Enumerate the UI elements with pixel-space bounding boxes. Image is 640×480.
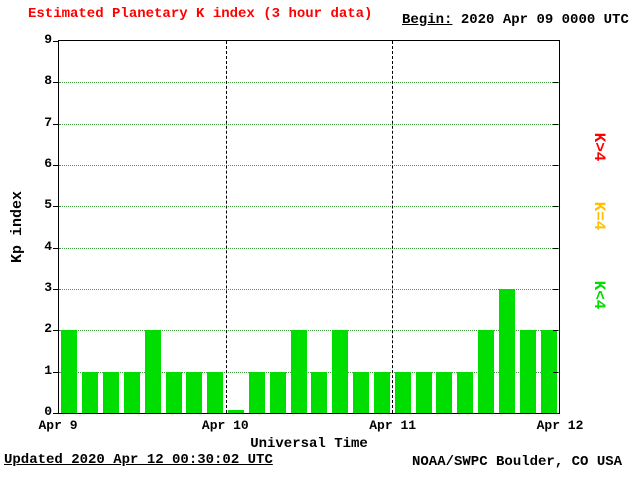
kp-bar — [540, 330, 557, 413]
kp-bar — [519, 330, 536, 413]
kp-bar — [269, 371, 286, 413]
x-tick-label: Apr 11 — [369, 418, 417, 433]
kp-bar — [207, 371, 224, 413]
y-tick-right — [553, 82, 558, 84]
kp-bar — [498, 289, 515, 413]
kp-bar — [394, 371, 411, 413]
gridline-kp-4 — [59, 247, 559, 249]
kp-bar — [415, 371, 432, 413]
x-tick-label: Apr 10 — [201, 418, 249, 433]
gridline-kp-1 — [59, 371, 559, 373]
y-tick-left — [53, 247, 58, 249]
y-tick-left — [53, 206, 58, 208]
x-tick-label: Apr 12 — [536, 418, 584, 433]
y-axis-title: Kp index — [8, 190, 26, 264]
kp-bar — [311, 371, 328, 413]
kp-bar — [373, 371, 390, 413]
kp-bar — [103, 371, 120, 413]
kp-bar — [478, 330, 495, 413]
y-tick-left — [53, 123, 58, 125]
day-divider — [225, 41, 227, 413]
y-tick-label: 9 — [44, 32, 52, 47]
begin-value: 2020 Apr 09 0000 UTC — [460, 12, 629, 28]
y-tick-right — [553, 165, 558, 166]
kp-bar — [353, 371, 370, 413]
plot-area — [58, 40, 560, 414]
y-tick-right — [553, 247, 558, 249]
updated-timestamp: Updated 2020 Apr 12 00:30:02 UTC — [4, 452, 273, 468]
y-tick-label: 1 — [44, 362, 52, 378]
x-tick-label: Apr 9 — [38, 418, 78, 433]
y-tick-label: 0 — [44, 404, 52, 419]
legend-k-lt-4: K<4 — [589, 280, 608, 310]
kp-bar — [144, 330, 161, 413]
kp-bar — [332, 330, 349, 413]
kp-bar — [165, 371, 182, 413]
y-tick-label: 2 — [44, 321, 52, 337]
y-tick-right — [553, 289, 558, 290]
y-tick-right — [553, 371, 558, 373]
y-tick-left — [53, 413, 58, 414]
gridline-kp-5 — [59, 206, 559, 208]
begin-label: Begin: — [402, 12, 453, 28]
kp-bar — [123, 371, 140, 413]
x-axis-title: Universal Time — [250, 436, 368, 452]
y-tick-left — [53, 371, 58, 373]
y-tick-right — [553, 206, 558, 208]
kp-bar — [457, 371, 474, 413]
gridline-kp-6 — [59, 165, 559, 166]
gridline-kp-8 — [59, 82, 559, 84]
kp-bar — [186, 371, 203, 413]
y-tick-label: 6 — [44, 156, 52, 171]
y-tick-left — [53, 82, 58, 84]
gridline-kp-2 — [59, 330, 559, 332]
chart-title: Estimated Planetary K index (3 hour data… — [28, 6, 373, 22]
source-credit: NOAA/SWPC Boulder, CO USA — [412, 454, 623, 470]
day-divider — [392, 41, 394, 413]
kp-bar — [290, 330, 307, 413]
y-tick-left — [53, 330, 58, 332]
kp-bar — [228, 410, 245, 413]
y-tick-label: 5 — [44, 197, 52, 213]
legend-k-eq-4: K=4 — [589, 201, 608, 231]
kp-bar — [61, 330, 78, 413]
kp-bar — [248, 371, 265, 413]
y-tick-right — [553, 123, 558, 125]
y-tick-right — [553, 330, 558, 332]
y-tick-label: 8 — [44, 73, 52, 89]
y-tick-label: 7 — [44, 114, 52, 130]
y-tick-label: 4 — [44, 238, 52, 254]
legend-k-gt-4: K>4 — [589, 132, 608, 162]
begin-line: Begin: 2020 Apr 09 0000 UTC — [402, 12, 629, 28]
y-tick-left — [53, 289, 58, 290]
kp-bar — [436, 371, 453, 413]
gridline-kp-3 — [59, 289, 559, 290]
kp-bar — [82, 371, 99, 413]
y-tick-label: 3 — [44, 280, 52, 295]
y-tick-left — [53, 165, 58, 166]
gridline-kp-7 — [59, 123, 559, 125]
y-tick-left — [53, 41, 58, 42]
